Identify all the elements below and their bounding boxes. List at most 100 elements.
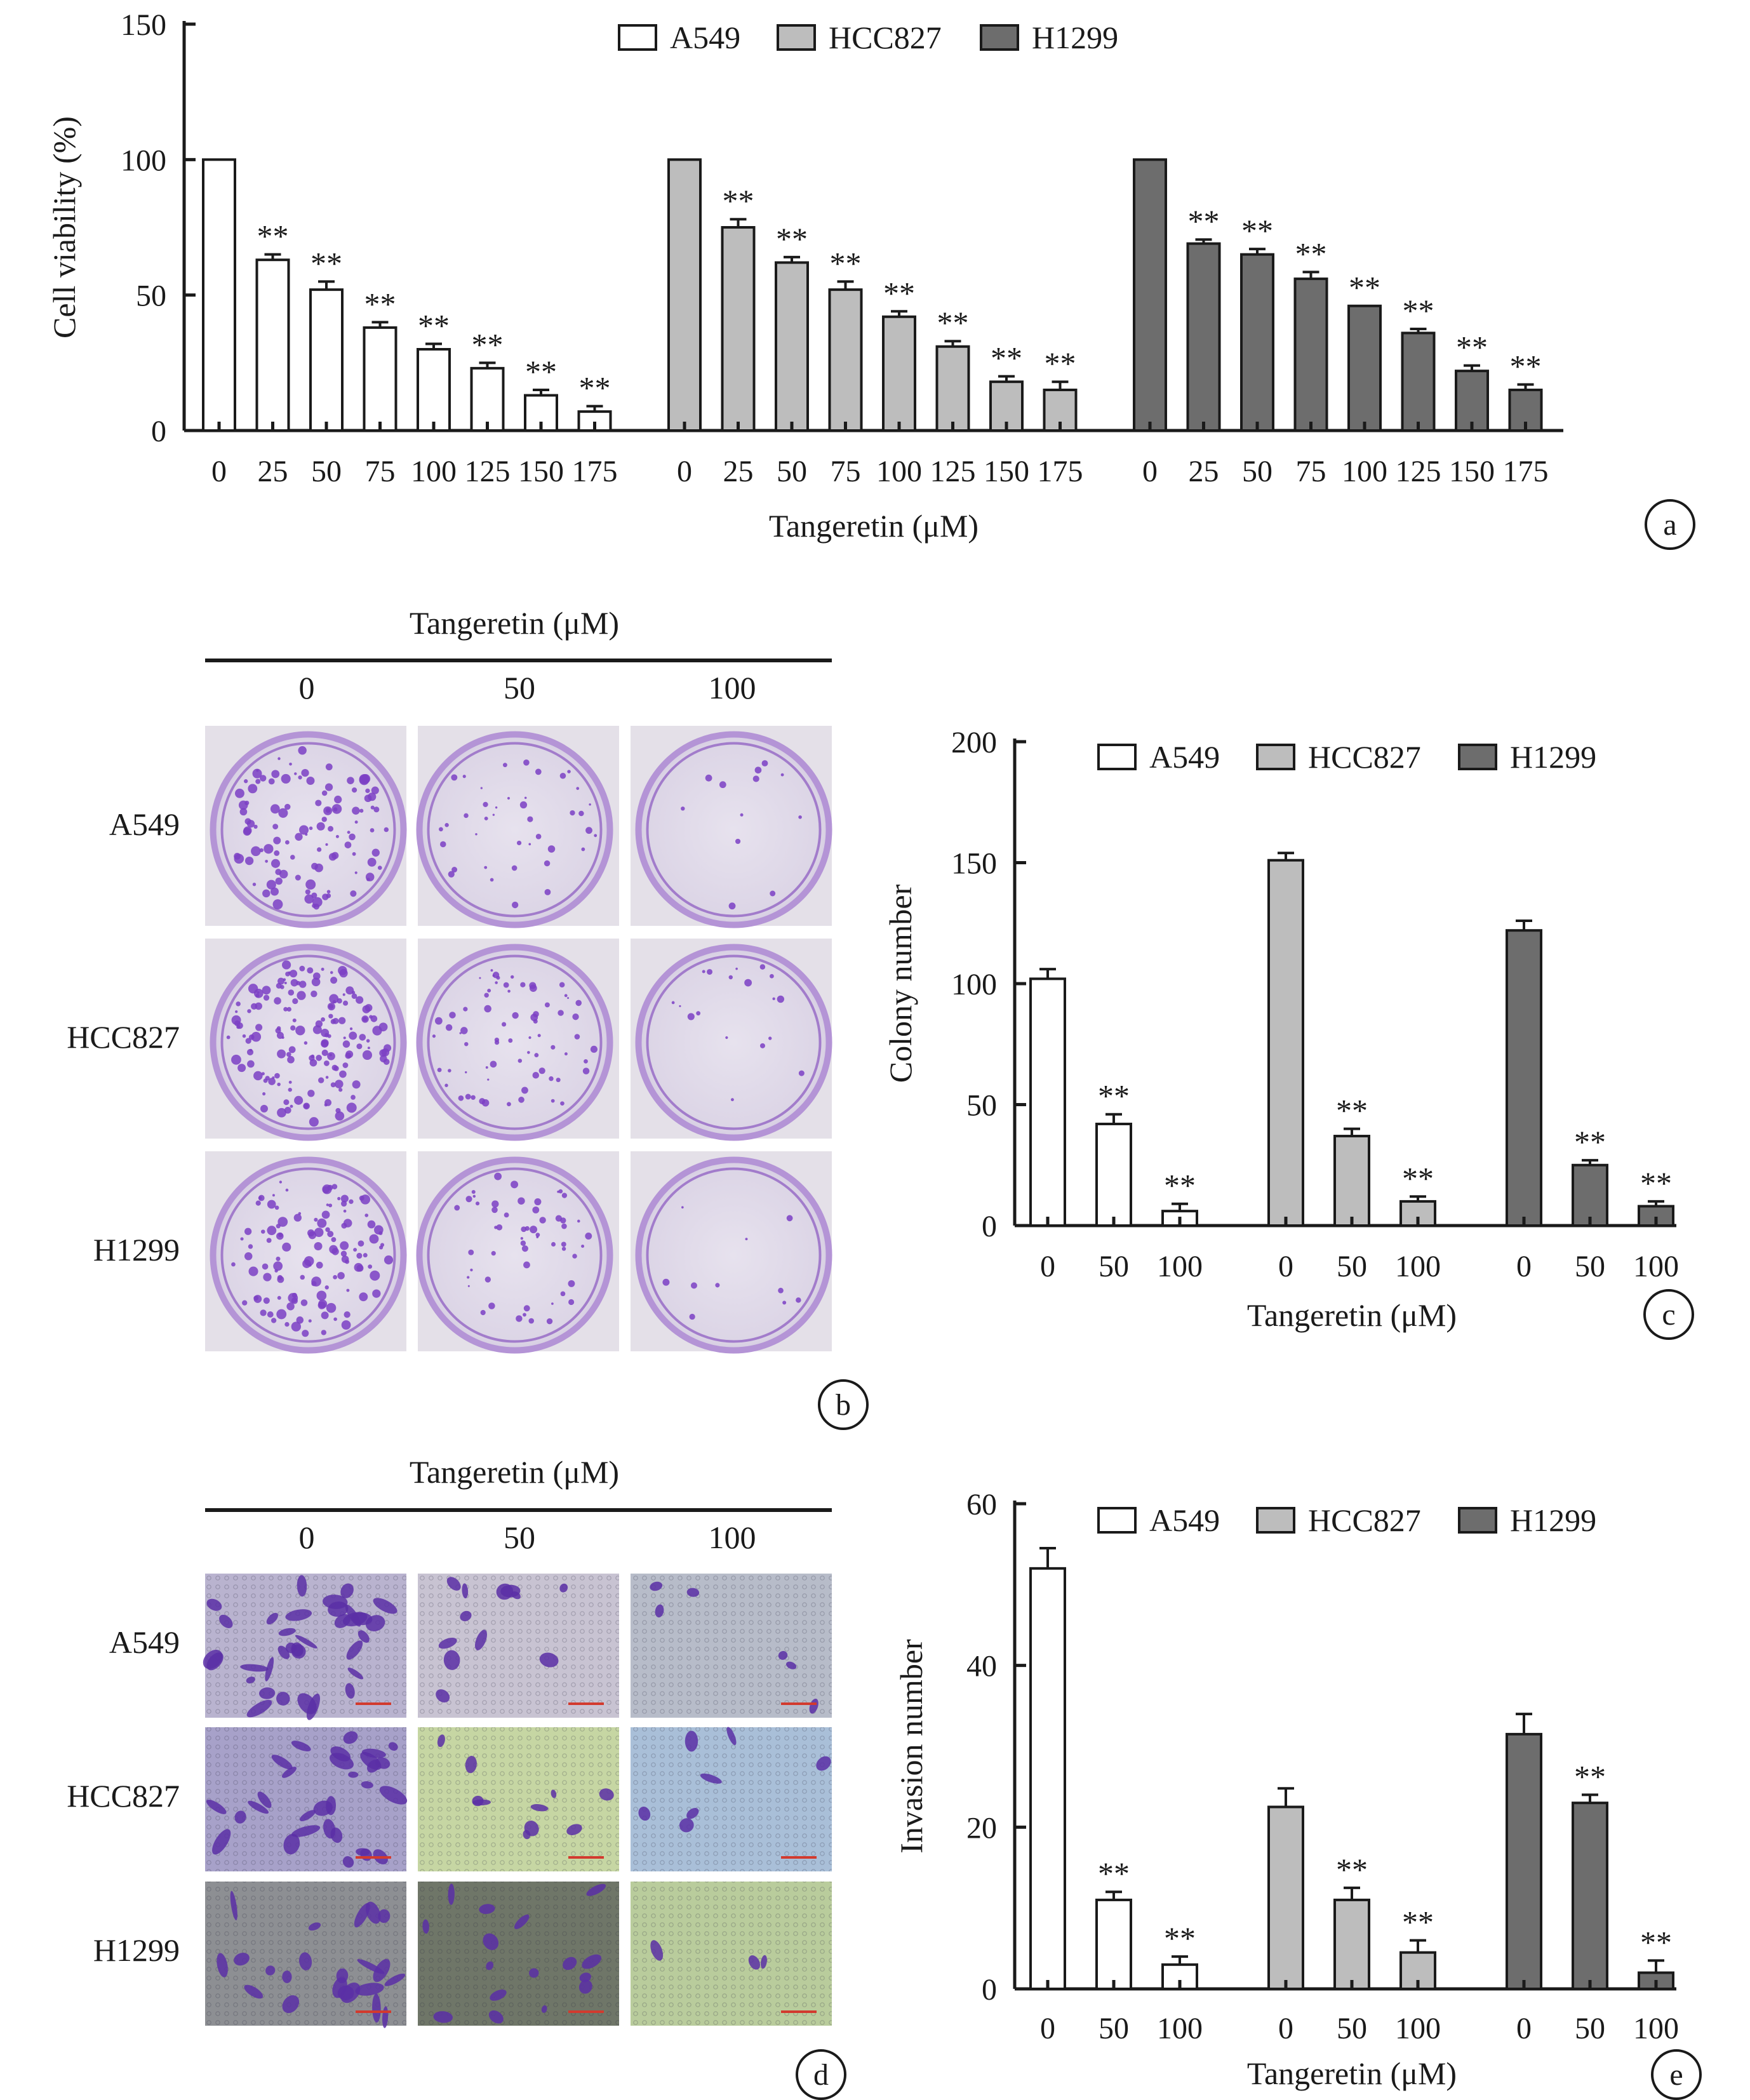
colony-dot [270,887,279,896]
x-tick-label-150: 150 [984,455,1029,488]
colony-dot [372,1289,381,1298]
colony-dot [491,1207,498,1214]
x-tick-label-50: 50 [1242,455,1272,488]
colony-dot [581,847,585,852]
colony-dot [323,1060,330,1066]
x-tick-label-25: 25 [723,455,754,488]
colony-dot [272,1194,275,1197]
colony-dot [262,1263,269,1270]
invaded-cell [650,1581,663,1591]
colony-dot [735,967,738,970]
colony-dot [487,989,491,993]
significance-mark: ** [1098,1078,1130,1114]
invaded-cell [334,1614,351,1628]
colony-dot [234,788,244,798]
colony-dot [314,1227,324,1238]
colony-dot [288,1293,298,1303]
colony-dot [434,1017,443,1025]
colony-dot [484,866,488,869]
invasion-image-h1299-50 [418,1882,619,2026]
colony-dot [248,784,258,794]
colony-dot [560,1291,566,1297]
legend-swatch-h1299 [1458,1507,1497,1534]
invaded-cell [271,1755,293,1770]
colony-dot [347,777,354,784]
colony-dot [462,775,466,779]
colony-dot [352,1080,361,1089]
colony-dot [248,1244,253,1249]
colony-plate-hcc827-100 [631,939,832,1141]
colony-dot [298,1212,302,1215]
colony-dot [687,1013,695,1020]
invaded-cell [486,1961,494,1970]
colony-dot [448,871,455,878]
invaded-cell [475,1629,487,1650]
colony-dot [288,1087,292,1092]
colony-dot [761,760,768,766]
significance-mark: ** [364,286,396,321]
colony-dot [231,1015,241,1025]
colony-dot [265,1076,270,1081]
colony-dot [326,890,331,894]
colony-dot [523,1261,530,1269]
significance-mark: ** [1045,345,1076,381]
colony-dot [244,818,251,825]
colony-dot [244,1227,252,1235]
x-tick-label-0: 0 [1278,2012,1293,2045]
x-tick-label-175: 175 [1038,455,1083,488]
invaded-cell [234,1810,246,1824]
invaded-cell [686,1808,699,1819]
colony-dot [299,980,307,988]
colony-dot [259,775,267,782]
colony-dot [331,1248,339,1255]
x-tick-label-100: 100 [1395,2012,1441,2045]
colony-dot [330,1082,336,1088]
colony-dot [264,844,274,854]
invaded-cell [436,1689,450,1703]
x-tick-label-50: 50 [1337,1250,1367,1283]
colony-dot [276,1224,281,1229]
colony-dot [276,1256,281,1261]
invaded-cell [230,1890,237,1921]
colony-dot [585,1233,592,1240]
colony-dot [529,982,537,989]
bar-a549-100 [417,348,451,432]
colony-dot [459,1032,462,1034]
colony-dot [451,867,458,873]
colony-dot [484,1276,491,1283]
colony-dot [342,1062,349,1068]
colony-dot [518,1059,523,1063]
colony-dot [305,879,316,890]
invaded-cell [375,1757,391,1769]
colony-dot [340,1200,347,1207]
colony-dot [488,1302,495,1309]
colony-dot [544,888,551,895]
invaded-cell [529,1968,539,1978]
colony-dot [267,1311,274,1318]
colony-dot [247,1060,255,1068]
colony-dot [578,810,584,817]
colony-plate-a549-100 [631,726,832,928]
colony-dot [341,1320,351,1330]
invaded-cell [638,1807,651,1821]
invaded-cell [378,1909,391,1923]
invaded-cell [686,1588,700,1597]
invaded-cell [566,1824,582,1835]
colony-dot [288,1080,292,1084]
colony-dot [538,1067,545,1074]
invaded-cell [248,1800,269,1814]
bar-a549-75 [363,326,397,432]
colony-dot [277,757,281,760]
significance-mark: ** [525,354,557,389]
colony-dot [370,828,375,833]
y-tick-label-3: 150 [951,847,997,881]
colony-dot [465,1196,472,1203]
colony-dot [314,863,323,873]
invaded-cell [265,1965,276,1976]
colony-dot [331,1184,338,1189]
colony-dot [507,989,511,993]
colony-dot [772,997,775,1001]
colony-dot [568,1299,575,1306]
colony-dot [260,1104,268,1113]
colony-dot [518,1097,524,1103]
